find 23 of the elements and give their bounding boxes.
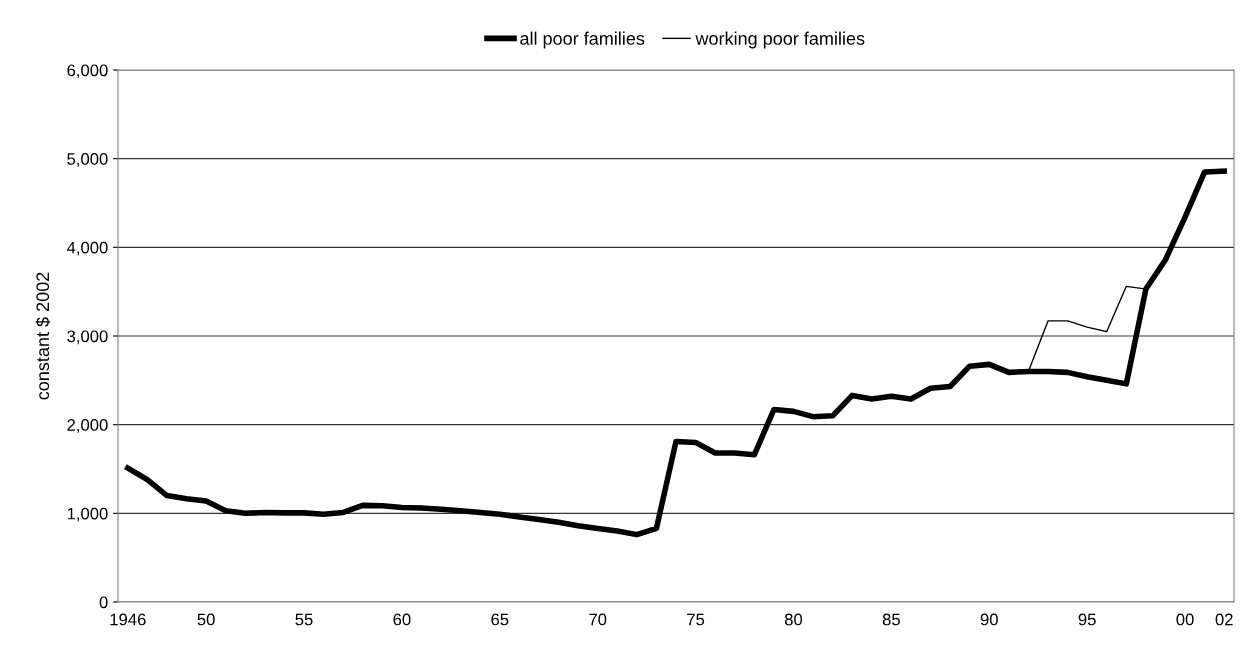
x-tick-label: 85	[882, 613, 900, 626]
x-tick-label: 1946	[110, 613, 146, 626]
x-tick-label: 02	[1215, 613, 1233, 626]
y-axis-title: constant $ 2002	[35, 272, 51, 400]
y-tick-label: 6,000	[67, 64, 108, 79]
x-tick-label: 55	[295, 613, 313, 626]
x-tick-label: 65	[491, 613, 509, 626]
y-tick-label: 2,000	[67, 419, 108, 433]
legend-label: working poor families	[695, 31, 865, 49]
x-tick-label: 80	[784, 613, 803, 626]
x-tick-label: 00	[1176, 613, 1194, 626]
legend-label: all poor families	[520, 31, 645, 49]
y-tick-label: 4,000	[66, 241, 108, 256]
x-tick-label: 95	[1078, 613, 1096, 626]
x-tick-label: 70	[589, 613, 607, 626]
y-tick-label: 5,000	[67, 153, 108, 167]
x-tick-label: 50	[197, 613, 215, 626]
x-tick-label: 60	[393, 613, 411, 626]
y-tick-label: 1,000	[67, 507, 108, 522]
x-tick-label: 75	[687, 613, 705, 626]
y-tick-label: 3,000	[67, 330, 108, 345]
x-tick-label: 90	[980, 613, 998, 626]
y-tick-label: 0	[99, 596, 108, 609]
